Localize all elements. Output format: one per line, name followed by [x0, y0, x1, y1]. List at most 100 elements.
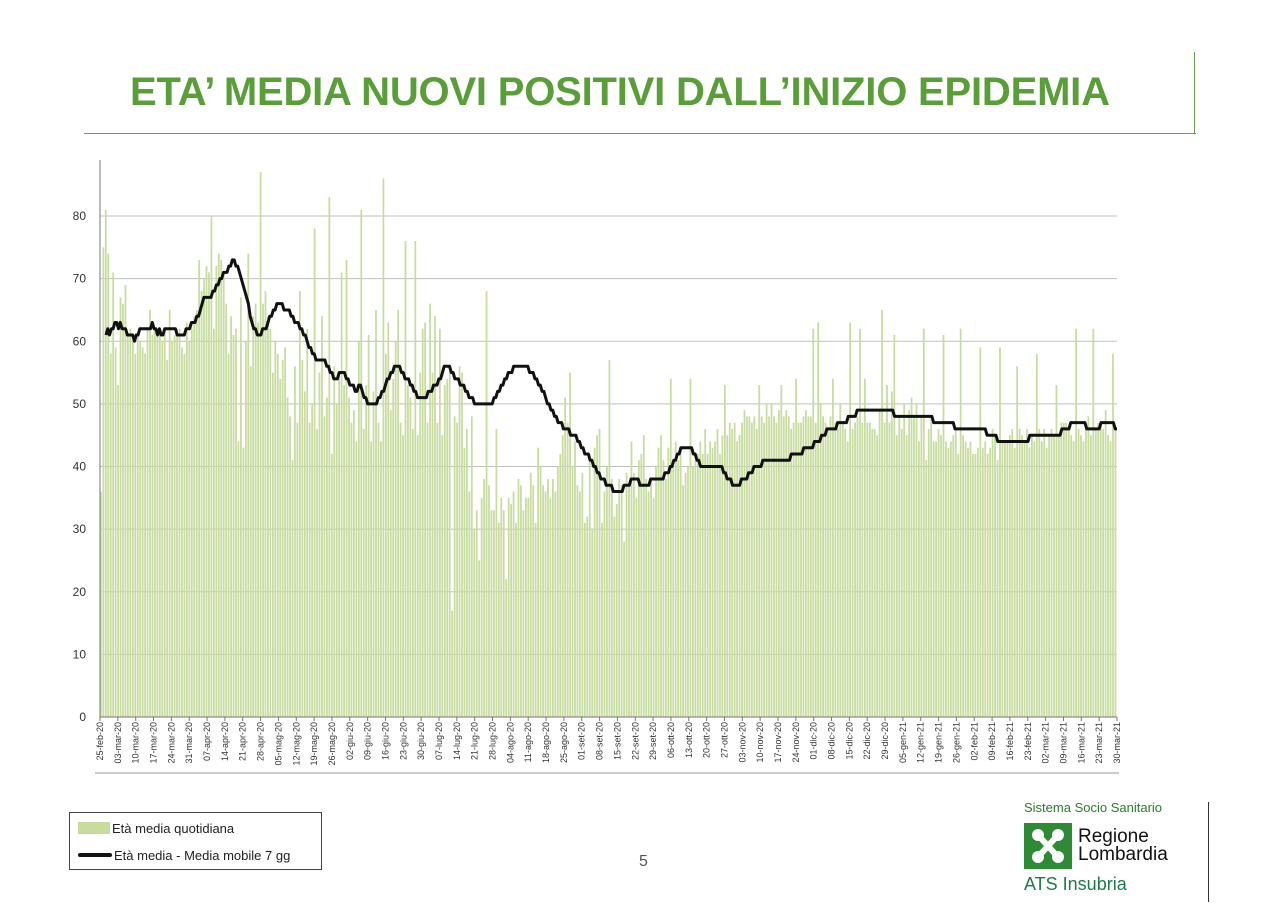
bar-230 [665, 479, 667, 717]
bar-151 [470, 416, 473, 717]
bar-113 [377, 422, 380, 717]
x-tick-label-57: 30-mar-21 [1112, 722, 1122, 764]
bar-52 [227, 353, 230, 717]
bar-205 [603, 491, 606, 717]
logo-name-line1: Regione [1078, 826, 1149, 847]
bar-125 [407, 385, 409, 717]
axes [95, 160, 1119, 774]
bar-335 [922, 328, 925, 717]
bar-21 [151, 334, 154, 717]
x-tick-label-54: 09-mar-21 [1059, 722, 1069, 764]
bar-200 [591, 529, 594, 718]
bar-193 [574, 441, 576, 717]
bar-219 [637, 460, 640, 717]
bar-291 [814, 422, 817, 717]
bar-405 [1094, 428, 1097, 717]
bar-207 [608, 360, 611, 717]
bar-293 [819, 403, 822, 718]
bar-337 [927, 428, 930, 717]
bar-121 [397, 309, 400, 717]
bar-173 [524, 497, 527, 717]
bar-316 [876, 435, 879, 717]
bar-395 [1070, 435, 1073, 717]
bar-168 [512, 491, 515, 717]
x-tick-label-3: 17-mar-20 [149, 722, 159, 764]
x-tick-label-19: 07-lug-20 [434, 722, 444, 760]
bar-304 [846, 441, 849, 717]
bar-238 [684, 472, 687, 717]
bar-364 [994, 435, 996, 717]
chart-legend: Età media quotidiana Età media - Media m… [69, 812, 322, 870]
bar-198 [586, 516, 589, 717]
bar-126 [409, 397, 412, 717]
bar-148 [463, 447, 466, 717]
bar-244 [699, 441, 702, 717]
bar-59 [244, 341, 247, 717]
bar-322 [891, 391, 893, 717]
bar-401 [1085, 428, 1087, 717]
bar-10 [124, 284, 127, 717]
bar-58 [242, 447, 245, 717]
bar-140 [443, 385, 446, 717]
bar-412 [1112, 353, 1114, 717]
bar-156 [483, 479, 485, 717]
bar-51 [225, 303, 228, 717]
bar-254 [723, 385, 726, 717]
bar-124 [404, 241, 407, 718]
bar-117 [387, 322, 390, 717]
bar-160 [493, 510, 495, 717]
bar-399 [1080, 435, 1082, 717]
x-tick-label-38: 17-nov-20 [773, 722, 783, 763]
bar-73 [279, 378, 282, 717]
logo-name-line2: Lombardia [1078, 844, 1168, 865]
bar-67 [264, 291, 267, 717]
bar-180 [542, 485, 544, 717]
bar-25 [161, 341, 164, 717]
bar-310 [861, 422, 864, 717]
bar-60 [247, 253, 250, 717]
bar-255 [726, 435, 729, 717]
bar-16 [139, 341, 142, 717]
bar-319 [883, 422, 886, 717]
legend-moving-average-label: Età media - Media mobile 7 gg [114, 847, 291, 863]
bar-295 [824, 422, 827, 717]
bar-320 [886, 385, 888, 717]
bar-186 [556, 466, 559, 717]
bar-321 [888, 422, 891, 717]
bar-139 [441, 435, 444, 717]
bar-408 [1102, 428, 1105, 717]
bar-357 [976, 447, 979, 717]
bar-211 [618, 479, 621, 717]
bar-31 [176, 328, 178, 717]
bar-166 [507, 497, 510, 717]
bar-228 [660, 435, 662, 717]
bar-292 [817, 322, 820, 717]
bar-296 [827, 428, 829, 717]
bar-290 [812, 328, 815, 717]
bar-171 [520, 485, 522, 717]
bar-89 [318, 372, 321, 717]
bar-178 [537, 447, 540, 717]
bar-161 [495, 428, 498, 717]
bar-110 [370, 441, 372, 717]
bar-313 [868, 422, 871, 717]
bar-269 [760, 416, 763, 717]
bar-275 [775, 422, 778, 717]
bar-68 [267, 316, 269, 717]
x-tick-label-21: 21-lug-20 [470, 722, 480, 760]
bar-241 [692, 466, 694, 717]
bar-97 [338, 372, 341, 717]
bar-70 [271, 372, 274, 717]
bar-336 [925, 460, 928, 717]
bar-344 [945, 441, 947, 717]
bar-249 [711, 447, 714, 717]
bar-14 [134, 353, 137, 717]
bar-208 [610, 479, 613, 717]
bar-385 [1045, 447, 1048, 717]
bar-188 [561, 435, 564, 717]
y-tick-60: 60 [73, 334, 87, 348]
bar-176 [532, 485, 535, 717]
bar-339 [932, 441, 935, 717]
x-tick-label-26: 25-ago-20 [559, 722, 569, 763]
bar-356 [974, 453, 977, 717]
